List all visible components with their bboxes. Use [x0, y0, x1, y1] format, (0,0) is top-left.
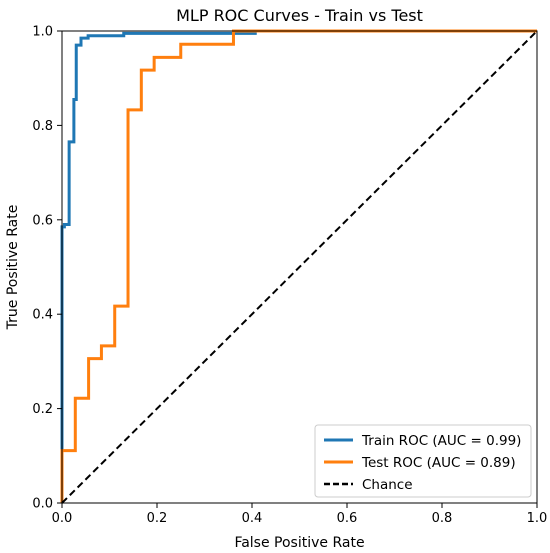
series-line-chance — [61, 30, 538, 504]
y-axis-label: True Positive Rate — [5, 205, 21, 331]
legend-label: Chance — [362, 477, 413, 493]
x-tick-label: 0.8 — [432, 511, 453, 526]
legend-label: Test ROC (AUC = 0.89) — [361, 455, 516, 471]
legend: Train ROC (AUC = 0.99) Test ROC (AUC = 0.… — [314, 424, 532, 498]
chart-title: MLP ROC Curves - Train vs Test — [176, 6, 423, 25]
x-tick-label: 0.4 — [242, 511, 263, 526]
x-tick-label: 1.0 — [527, 511, 548, 526]
y-tick-label: 0.6 — [32, 213, 53, 228]
series-line-train — [60, 31, 257, 503]
y-tick-label: 1.0 — [32, 25, 53, 40]
x-tick-label: 0.6 — [337, 511, 358, 526]
y-tick-label: 0.0 — [32, 497, 53, 512]
y-tick-label: 0.2 — [32, 402, 53, 417]
legend-box — [314, 424, 532, 498]
axis-ticks: 0.0 0.2 0.4 0.6 0.8 1.0 0.0 0.2 0.4 0.6 0.8 1.0 — [32, 25, 547, 527]
y-tick-label: 0.8 — [32, 119, 53, 134]
x-axis-label: False Positive Rate — [234, 535, 364, 551]
x-tick-label: 0.2 — [147, 511, 168, 526]
series-line-test — [60, 29, 537, 503]
x-tick-label: 0.0 — [52, 511, 73, 526]
plot-frame — [61, 30, 538, 504]
y-tick-label: 0.4 — [32, 308, 53, 323]
plot-area — [60, 29, 538, 504]
legend-label: Train ROC (AUC = 0.99) — [361, 433, 521, 449]
